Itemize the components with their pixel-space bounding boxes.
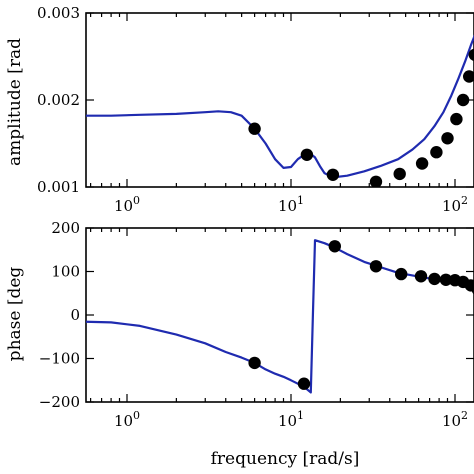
measurement-point	[369, 260, 383, 273]
measurement-point	[456, 93, 470, 107]
measurement-point	[248, 356, 261, 370]
x-tick-label: 101	[278, 194, 304, 215]
measurement-point	[300, 148, 314, 161]
plot-frame	[85, 12, 474, 188]
measurement-point	[428, 272, 441, 286]
amplitude-panel: amplitude [rad 100 101 102 0.001 0.002 0.003	[5, 4, 474, 215]
y-tick-label: −100	[39, 350, 80, 368]
measurement-point	[441, 132, 454, 145]
measurement-point	[463, 70, 474, 83]
measurement-point	[415, 157, 429, 170]
measurement-point	[468, 48, 474, 61]
measurement-point	[395, 267, 408, 281]
x-tick-label: 102	[442, 409, 468, 430]
y-tick-label: 0	[70, 306, 80, 324]
y-tick-label: 200	[51, 219, 80, 237]
y-tick-label: 100	[51, 263, 80, 281]
x-tick-label: 102	[442, 194, 468, 215]
phase-ylabel: phase [deg	[5, 267, 25, 362]
phase-panel: phase [deg frequency [rad/s] 100 101 102 20…	[5, 219, 474, 469]
measurement-point	[393, 167, 406, 181]
series-group	[86, 239, 474, 394]
amplitude-ylabel: amplitude [rad	[5, 38, 25, 166]
x-tick-label: 100	[114, 409, 140, 430]
measurement-point	[369, 175, 383, 187]
measurement-point	[248, 122, 261, 135]
measurement-point	[297, 377, 311, 390]
measurement-point	[450, 112, 463, 126]
y-tick-label: 0.003	[37, 4, 80, 22]
frequency-xlabel: frequency [rad/s]	[211, 449, 360, 469]
y-tick-label: 0.002	[37, 91, 80, 109]
measurement-point	[326, 168, 340, 181]
measurement-point	[439, 273, 453, 286]
x-tick-label: 101	[278, 409, 304, 430]
measurement-point	[471, 284, 474, 295]
measurement-point	[464, 279, 474, 292]
y-tick-label: −200	[39, 393, 80, 411]
y-tick-label: 0.001	[37, 178, 80, 196]
model-curve	[86, 239, 474, 394]
x-tick-label: 100	[114, 194, 140, 215]
measurement-point	[430, 146, 443, 159]
measurement-point	[414, 270, 428, 283]
series-group	[86, 34, 474, 187]
model-curve	[86, 34, 474, 179]
measurement-point	[328, 240, 341, 253]
